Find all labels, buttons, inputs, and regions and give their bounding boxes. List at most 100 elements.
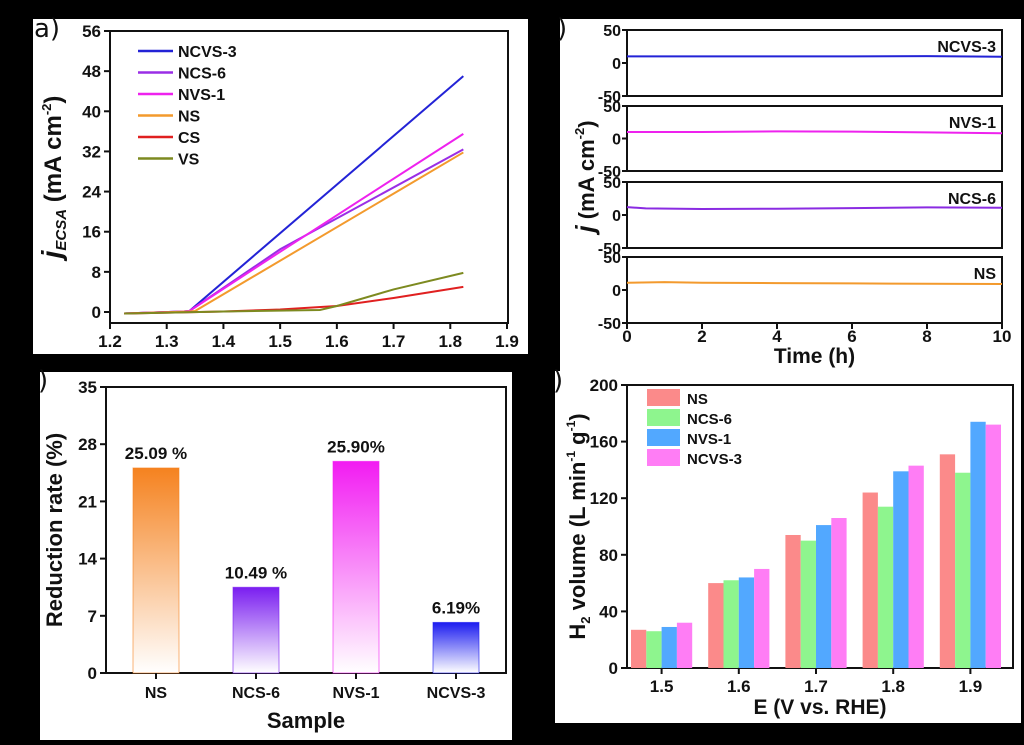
y-tick-label: 0 <box>612 208 621 225</box>
y-tick-label: 120 <box>590 489 618 508</box>
bar-ncvs-3-1.7 <box>831 518 847 668</box>
bar-ns-1.6 <box>708 583 724 668</box>
y-tick-label: 50 <box>603 99 621 116</box>
subplot-label: NCVS-3 <box>937 39 996 56</box>
bar-ns-1.9 <box>939 454 956 668</box>
y-tick-label: -50 <box>598 316 621 333</box>
bar-nvs-1-1.5 <box>661 626 677 668</box>
x-tick-label: 1.4 <box>212 332 236 351</box>
y-tick-label: 0 <box>612 56 621 73</box>
series-line-vs <box>124 271 464 315</box>
chart-b-stability: -50050NCVS-3-50050NVS-1-50050NCS-6-50050… <box>570 23 1012 368</box>
legend-swatch <box>647 389 680 406</box>
y-tick-label: 28 <box>78 435 97 454</box>
y-tick-label: 0 <box>612 132 621 149</box>
x-axis-label: Sample <box>267 708 345 733</box>
legend-label: NCS-6 <box>178 66 226 83</box>
x-tick-label: 1.5 <box>650 677 674 696</box>
x-tick-label: 1.6 <box>325 332 349 351</box>
panel-label-a: a) <box>34 14 61 44</box>
plot-frame <box>109 30 509 324</box>
panel-c: 0 7 14 21 28 35 25.09 % NS 10.49 % NCS-6 25.90% NVS… <box>40 372 512 740</box>
x-tick-label: 4 <box>772 327 782 346</box>
chart-c-reduction-rate: 0 7 14 21 28 35 25.09 % NS 10.49 % NCS-6 25.90% NVS… <box>42 378 507 733</box>
legend-label: NS <box>687 391 708 408</box>
y-tick-label: -50 <box>598 164 621 181</box>
x-tick-label: 1.3 <box>155 332 179 351</box>
panel-d: 0 40 80 120 160 200 1.5 1.6 1.7 1.8 1.9 E (V vs. RH… <box>555 371 1021 723</box>
bar-nvs-1 <box>332 460 380 674</box>
bar-ncs-6-1.7 <box>800 540 816 668</box>
y-tick-label: 48 <box>82 62 101 81</box>
bar-data-label: 10.49 % <box>225 563 287 582</box>
series-line-ncvs-3 <box>124 75 464 315</box>
bar-data-label: 25.90% <box>327 437 385 456</box>
y-tick-label: -50 <box>598 241 621 258</box>
x-tick-label: NS <box>145 685 168 702</box>
x-tick-label: 10 <box>993 327 1012 346</box>
y-tick-label: 50 <box>603 250 621 267</box>
bar-ncs-6-1.6 <box>723 580 739 668</box>
subplot-label: NVS-1 <box>949 115 996 132</box>
legend-label: VS <box>178 152 200 169</box>
subplot-label: NS <box>974 266 997 283</box>
y-tick-label: 200 <box>590 376 618 395</box>
y-axis-label: H2 volume (L min-1 g-1) <box>564 413 593 639</box>
legend-label: NVS-1 <box>178 87 225 104</box>
subplot-label: NCS-6 <box>948 191 996 208</box>
panel-label-b: ) <box>557 14 568 44</box>
x-axis-label: Time (h) <box>774 345 855 368</box>
bar-ns-1.7 <box>785 534 801 668</box>
bar-ns-1.8 <box>862 492 878 668</box>
y-tick-label: 0 <box>92 303 101 322</box>
bar-ncvs-3-1.6 <box>754 568 770 668</box>
y-tick-label: 160 <box>590 433 618 452</box>
y-tick-label: 8 <box>92 263 101 282</box>
x-tick-label: 6 <box>847 327 856 346</box>
bar-nvs-1-1.9 <box>970 421 986 668</box>
series-line-nvs-1 <box>627 130 1003 135</box>
bar-ncs-6-1.9 <box>955 472 971 668</box>
bar-ncs-6-1.8 <box>877 506 894 668</box>
legend-label: NCVS-3 <box>178 44 237 61</box>
x-tick-label: 1.9 <box>959 677 983 696</box>
legend-swatch <box>647 449 680 466</box>
x-axis-label: E (V vs. RHE) <box>753 696 886 719</box>
bar-data-label: 6.19% <box>432 598 480 617</box>
subplot-frame-ns <box>626 256 1003 324</box>
y-tick-label: 0 <box>88 664 97 683</box>
x-tick-label: 1.6 <box>727 677 751 696</box>
series-line-ns <box>626 281 1003 286</box>
series-line-ncvs-3 <box>627 55 1003 58</box>
x-tick-label: 1.7 <box>804 677 828 696</box>
plot-frame <box>105 386 507 674</box>
y-tick-label: 80 <box>599 546 618 565</box>
y-axis-label: j (mA cm-2) <box>570 120 600 235</box>
y-tick-label: 56 <box>82 22 101 41</box>
bar-ncvs-3 <box>432 621 480 674</box>
panel-b: -50 0 50 NCVS-3 -50 0 50 NVS-1 -50 0 50 NCS-6 -50 0 50… <box>560 19 1021 371</box>
y-tick-label: 7 <box>88 607 97 626</box>
bar-nvs-1-1.6 <box>738 577 755 668</box>
bar-nvs-1-1.7 <box>816 525 832 668</box>
x-tick-label: 1.8 <box>438 332 462 351</box>
bar-nvs-1-1.8 <box>893 471 909 668</box>
series-line-ncs-6 <box>124 148 464 315</box>
subplot-frame-nvs-1 <box>626 105 1003 172</box>
y-axis-label: jECSA (mA cm-2) <box>36 96 70 263</box>
y-tick-label: 14 <box>78 550 97 569</box>
panel-label-d: ) <box>553 366 564 396</box>
y-tick-label: 40 <box>599 602 618 621</box>
x-tick-label: 1.2 <box>98 332 122 351</box>
legend-label: NVS-1 <box>687 431 731 448</box>
x-tick-label: 0 <box>622 327 631 346</box>
x-tick-label: 1.9 <box>495 332 519 351</box>
y-tick-label: 24 <box>82 183 101 202</box>
y-tick-label: 50 <box>603 23 621 40</box>
x-tick-label: 1.8 <box>881 677 905 696</box>
panel-a: 0 8 16 24 32 40 48 56 1.2 1.3 1.4 1.5 1.6 1.7 1.8 1.9 jE… <box>33 19 528 354</box>
legend-label: NS <box>178 109 201 126</box>
chart-d-h2-volume: 0 40 80 120 160 200 1.5 1.6 1.7 1.8 1.9 E (V vs. RH… <box>564 376 1014 719</box>
chart-a-jecsa-vs-potential: 0 8 16 24 32 40 48 56 1.2 1.3 1.4 1.5 1.6 1.7 1.8 1.9 jE… <box>36 22 519 351</box>
x-tick-label: NCVS-3 <box>427 685 486 702</box>
